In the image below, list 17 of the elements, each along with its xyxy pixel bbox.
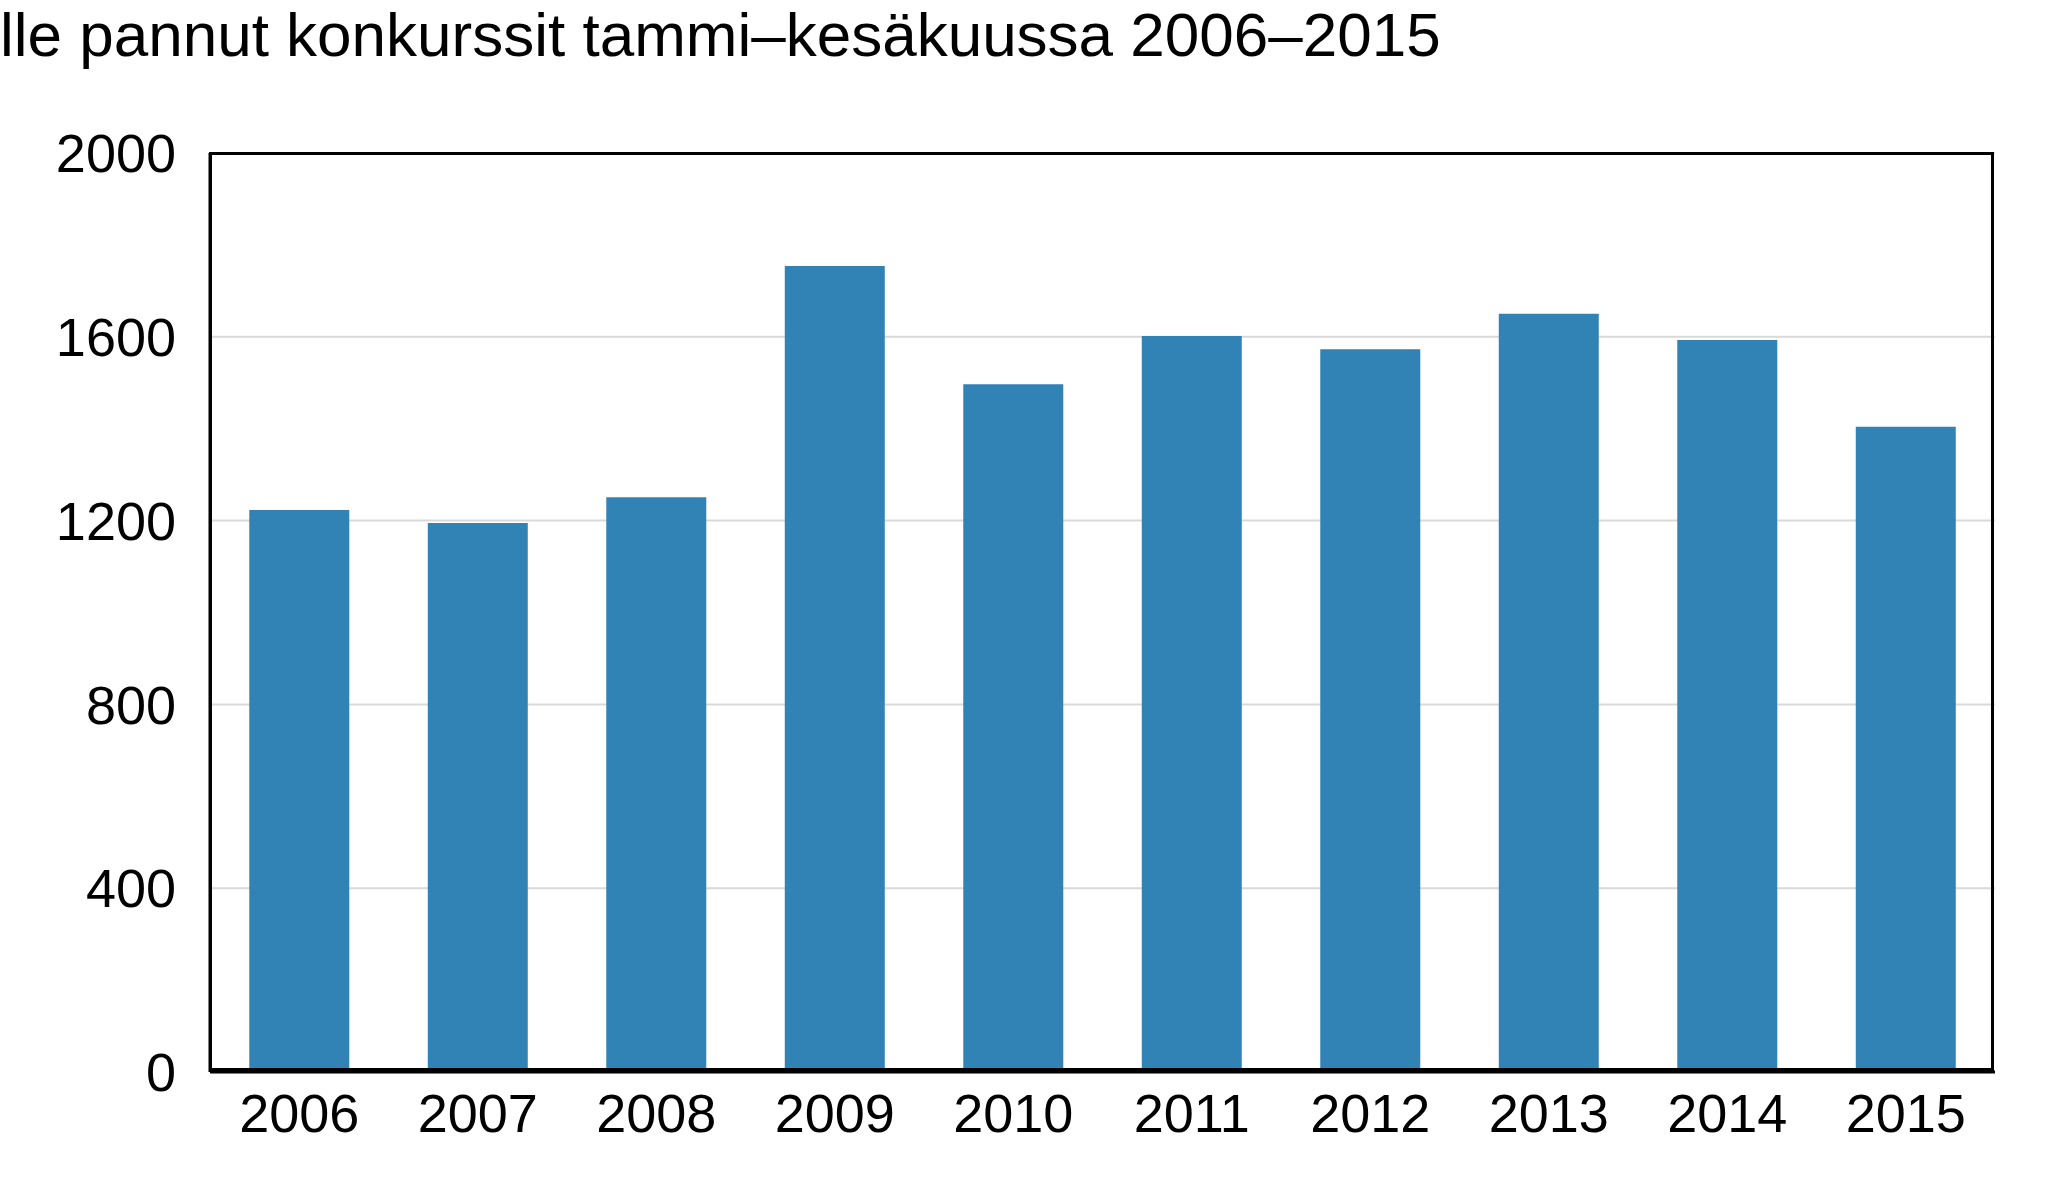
x-tick-label: 2010 (953, 1083, 1074, 1144)
chart-title: lle pannut konkurssit tammi–kesäkuussa 2006–2015 (0, 0, 1442, 71)
x-tick-label: 2014 (1667, 1083, 1788, 1144)
x-tick-label: 2008 (596, 1083, 717, 1144)
x-tick-label: 2013 (1488, 1083, 1609, 1144)
y-tick-label: 2000 (55, 123, 176, 184)
y-tick-label: 1600 (55, 306, 176, 367)
x-tick-label: 2015 (1845, 1083, 1966, 1144)
y-tick-label: 800 (85, 674, 176, 735)
y-tick-label: 0 (145, 1042, 176, 1103)
x-tick-label: 2006 (239, 1083, 360, 1144)
x-tick-label: 2011 (1133, 1083, 1250, 1144)
x-tick-label: 2012 (1310, 1083, 1431, 1144)
x-tick-label: 2009 (774, 1083, 895, 1144)
y-tick-label: 1200 (55, 490, 176, 551)
x-tick-label: 2007 (417, 1083, 538, 1144)
y-tick-label: 400 (85, 858, 176, 919)
